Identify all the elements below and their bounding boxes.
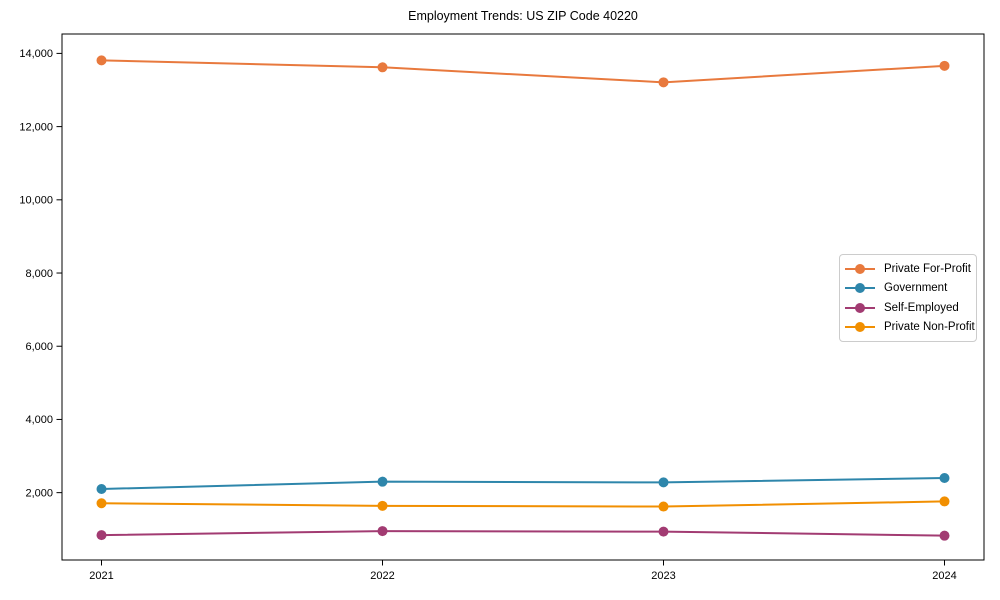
chart-title: Employment Trends: US ZIP Code 40220	[408, 9, 638, 23]
x-tick-label: 2022	[370, 570, 394, 582]
series-line-0	[100, 59, 946, 84]
chart-legend: Private For-Profit Government Self-Employe…	[839, 254, 977, 342]
legend-item: Private For-Profit	[845, 259, 971, 279]
x-tick-label: 2023	[651, 570, 675, 582]
legend-marker-dot	[855, 263, 865, 274]
data-point	[939, 60, 950, 71]
data-point	[939, 473, 950, 484]
x-tick-label: 2024	[932, 570, 956, 582]
data-point	[377, 500, 388, 511]
legend-item-label: Government	[884, 282, 948, 295]
legend-marker-dot	[855, 283, 865, 294]
legend-marker-dot	[855, 302, 865, 313]
data-point	[96, 530, 107, 541]
data-point	[658, 77, 669, 88]
plot-frame	[61, 33, 985, 561]
data-point	[377, 62, 388, 73]
y-tick-label: 12,000	[19, 121, 53, 133]
data-point	[96, 498, 107, 509]
series-line-1	[100, 477, 946, 490]
data-point	[377, 526, 388, 537]
x-tick-label: 2021	[89, 570, 113, 582]
data-point	[658, 477, 669, 488]
data-point	[939, 530, 950, 541]
legend-item: Self-Employed	[845, 298, 970, 318]
series-line-3	[100, 500, 946, 508]
y-tick-label: 2,000	[25, 487, 53, 499]
y-tick-label: 4,000	[25, 414, 53, 426]
legend-item-label: Self-Employed	[884, 301, 959, 314]
legend-item-label: Private For-Profit	[884, 262, 971, 275]
data-point	[939, 496, 950, 507]
data-point	[96, 55, 107, 66]
legend-marker	[845, 283, 875, 294]
y-tick-label: 10,000	[19, 195, 53, 207]
series-line-2	[100, 530, 946, 537]
legend-marker	[845, 302, 875, 313]
legend-marker-dot	[855, 322, 865, 333]
legend-item: Private Non-Profit	[845, 318, 975, 338]
legend-marker	[845, 322, 875, 333]
data-point	[658, 526, 669, 537]
legend-item-label: Private Non-Profit	[884, 321, 975, 334]
legend-marker	[845, 263, 875, 274]
data-point	[377, 476, 388, 487]
data-point	[96, 483, 107, 494]
y-tick-label: 14,000	[19, 48, 53, 60]
y-tick-label: 6,000	[25, 341, 53, 353]
data-point	[658, 501, 669, 512]
y-tick-label: 8,000	[25, 268, 53, 280]
legend-item: Government	[845, 279, 970, 299]
